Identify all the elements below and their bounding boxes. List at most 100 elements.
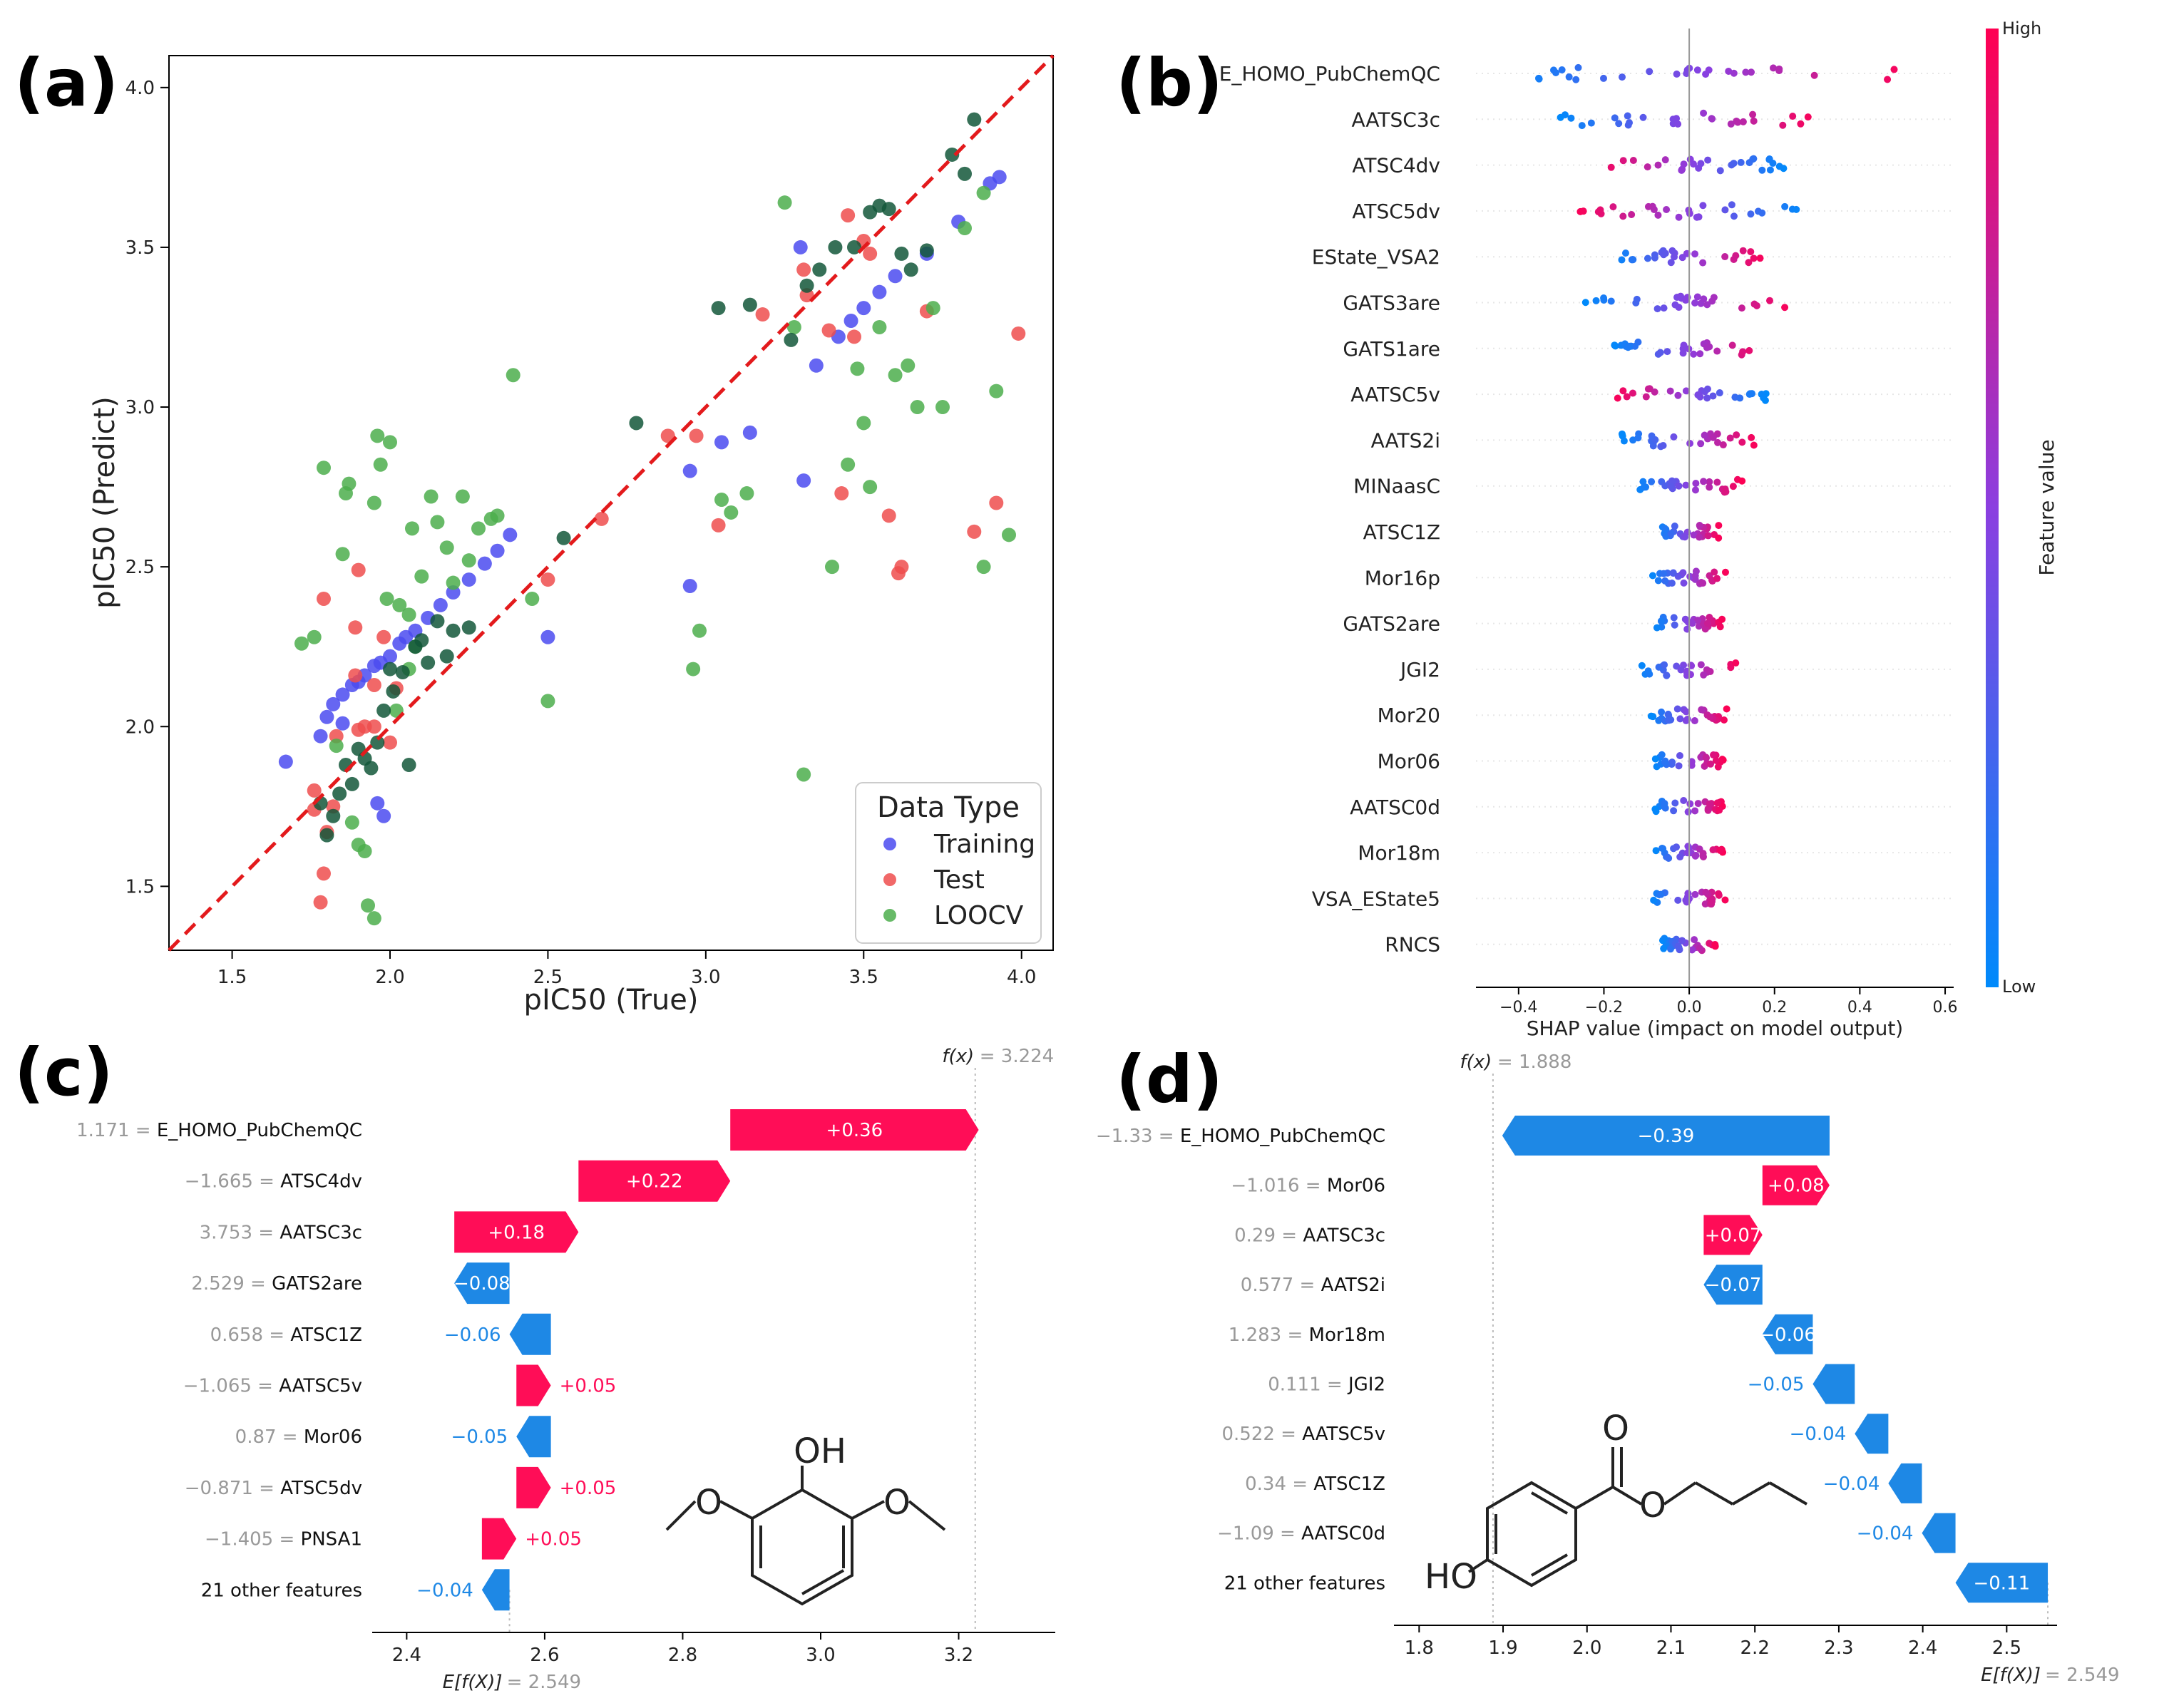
feature-value: 0.29 (1234, 1225, 1276, 1246)
shap-dot (1698, 706, 1706, 714)
point-test (317, 591, 331, 606)
feature-label: AATSC5v (1350, 383, 1440, 406)
shap-dot (1674, 942, 1682, 950)
shap-dot (1673, 705, 1681, 713)
shap-dot (1688, 946, 1696, 954)
point-loocv (329, 739, 344, 753)
shap-dot (1674, 120, 1682, 128)
point-test (348, 620, 363, 635)
shap-dot (1715, 522, 1723, 530)
shap-dot (1691, 717, 1698, 725)
shap-dot (1678, 166, 1686, 174)
waterfall-feature-label: 0.87 = Mor06 (235, 1426, 362, 1448)
bond (1611, 1486, 1643, 1506)
shap-dot (1688, 758, 1696, 766)
legend-a: Data Type Training Test LOOCV (855, 782, 1042, 944)
molecule-label-o-left: O (695, 1483, 722, 1523)
feature-name: Mor06 (1327, 1175, 1385, 1197)
feature-name: AATSC3c (280, 1222, 362, 1243)
shap-dot (1663, 672, 1671, 679)
feature-name: AATS2i (1321, 1275, 1385, 1296)
shap-dot (1721, 206, 1729, 214)
point-training (335, 716, 350, 731)
point-loocv (461, 553, 476, 568)
point-loocv (361, 898, 375, 913)
point-training (793, 240, 808, 254)
feature-name: Mor18m (1309, 1324, 1385, 1346)
shap-dot (1769, 64, 1777, 72)
point-test (989, 495, 1004, 510)
shap-dot (1661, 577, 1669, 585)
shap-dot (1667, 530, 1675, 537)
shap-dot (1709, 846, 1717, 854)
point-loocv (724, 505, 739, 520)
point-loocv (739, 486, 754, 501)
point-test (366, 677, 381, 692)
point-test (307, 783, 322, 798)
point-training (796, 473, 811, 488)
feature-label: JGI2 (1399, 658, 1440, 681)
shap-dot (1738, 304, 1745, 312)
shap-dot (1706, 483, 1713, 491)
point-loocv-dark (344, 776, 359, 791)
waterfall-bar-label: +0.36 (826, 1120, 883, 1141)
point-loocv (455, 489, 470, 504)
point-test (351, 562, 366, 577)
shap-dot (1716, 847, 1724, 855)
waterfall-feature-label: 0.111 = JGI2 (1268, 1374, 1385, 1396)
waterfall-feature-label: 21 other features (201, 1580, 362, 1601)
point-test (317, 866, 331, 881)
shap-dot (1713, 575, 1721, 582)
feature-name: AATSC5v (279, 1376, 362, 1397)
shap-dot (1671, 523, 1678, 530)
feature-label: Mor16p (1365, 566, 1440, 590)
point-loocv (714, 493, 729, 508)
waterfall-bar (454, 1262, 510, 1305)
efx-label-c: E[f(X)] (443, 1672, 503, 1693)
shap-dot (1722, 488, 1730, 495)
shap-dot (1659, 845, 1667, 853)
waterfall-feature-label: 2.529 = GATS2are (191, 1273, 362, 1295)
shap-dot (1709, 751, 1717, 759)
shap-dot (1750, 441, 1758, 449)
shap-dot (1711, 568, 1718, 576)
shap-dot (1716, 389, 1723, 397)
point-loocv-dark (812, 262, 827, 277)
equals-sign: = (252, 1222, 280, 1243)
shap-dot (1682, 708, 1690, 716)
waterfall-bar-label: −0.05 (451, 1426, 508, 1448)
point-training (461, 572, 476, 587)
shap-dot (1535, 75, 1543, 83)
shap-dot (1697, 160, 1705, 168)
shap-dot (1804, 113, 1812, 121)
feature-name: GATS2are (272, 1273, 362, 1295)
molecule-label-ester-o: O (1639, 1486, 1666, 1526)
y-tick-label: 1.5 (125, 876, 155, 897)
shap-dot (1723, 705, 1730, 713)
feature-name: AATSC3c (1303, 1225, 1385, 1246)
shap-dot (1789, 113, 1797, 120)
feature-name: E_HOMO_PubChemQC (1180, 1126, 1385, 1147)
shap-dot (1668, 580, 1676, 587)
shap-dot (1683, 849, 1691, 857)
shap-dot (1699, 202, 1707, 210)
molecule-label-carbonyl-o: O (1602, 1409, 1629, 1449)
point-loocv-dark (370, 735, 385, 750)
bond (1663, 1481, 1697, 1506)
point-loocv-dark (784, 332, 799, 347)
shap-dot (1587, 119, 1595, 127)
equals-sign: = (245, 1273, 272, 1295)
shap-dot (1697, 661, 1705, 669)
point-test (376, 629, 391, 644)
feature-label: Mor20 (1378, 704, 1440, 727)
feature-name: 21 other features (1224, 1573, 1385, 1594)
shap-dot (1682, 481, 1690, 489)
shap-dot (1619, 157, 1627, 165)
shap-dot (1730, 160, 1738, 168)
feature-label: GATS2are (1343, 612, 1440, 636)
shap-dot (1726, 434, 1734, 442)
feature-label: Mor18m (1358, 841, 1440, 865)
shap-dot (1691, 250, 1699, 258)
waterfall-feature-label: 0.34 = ATSC1Z (1245, 1473, 1385, 1495)
